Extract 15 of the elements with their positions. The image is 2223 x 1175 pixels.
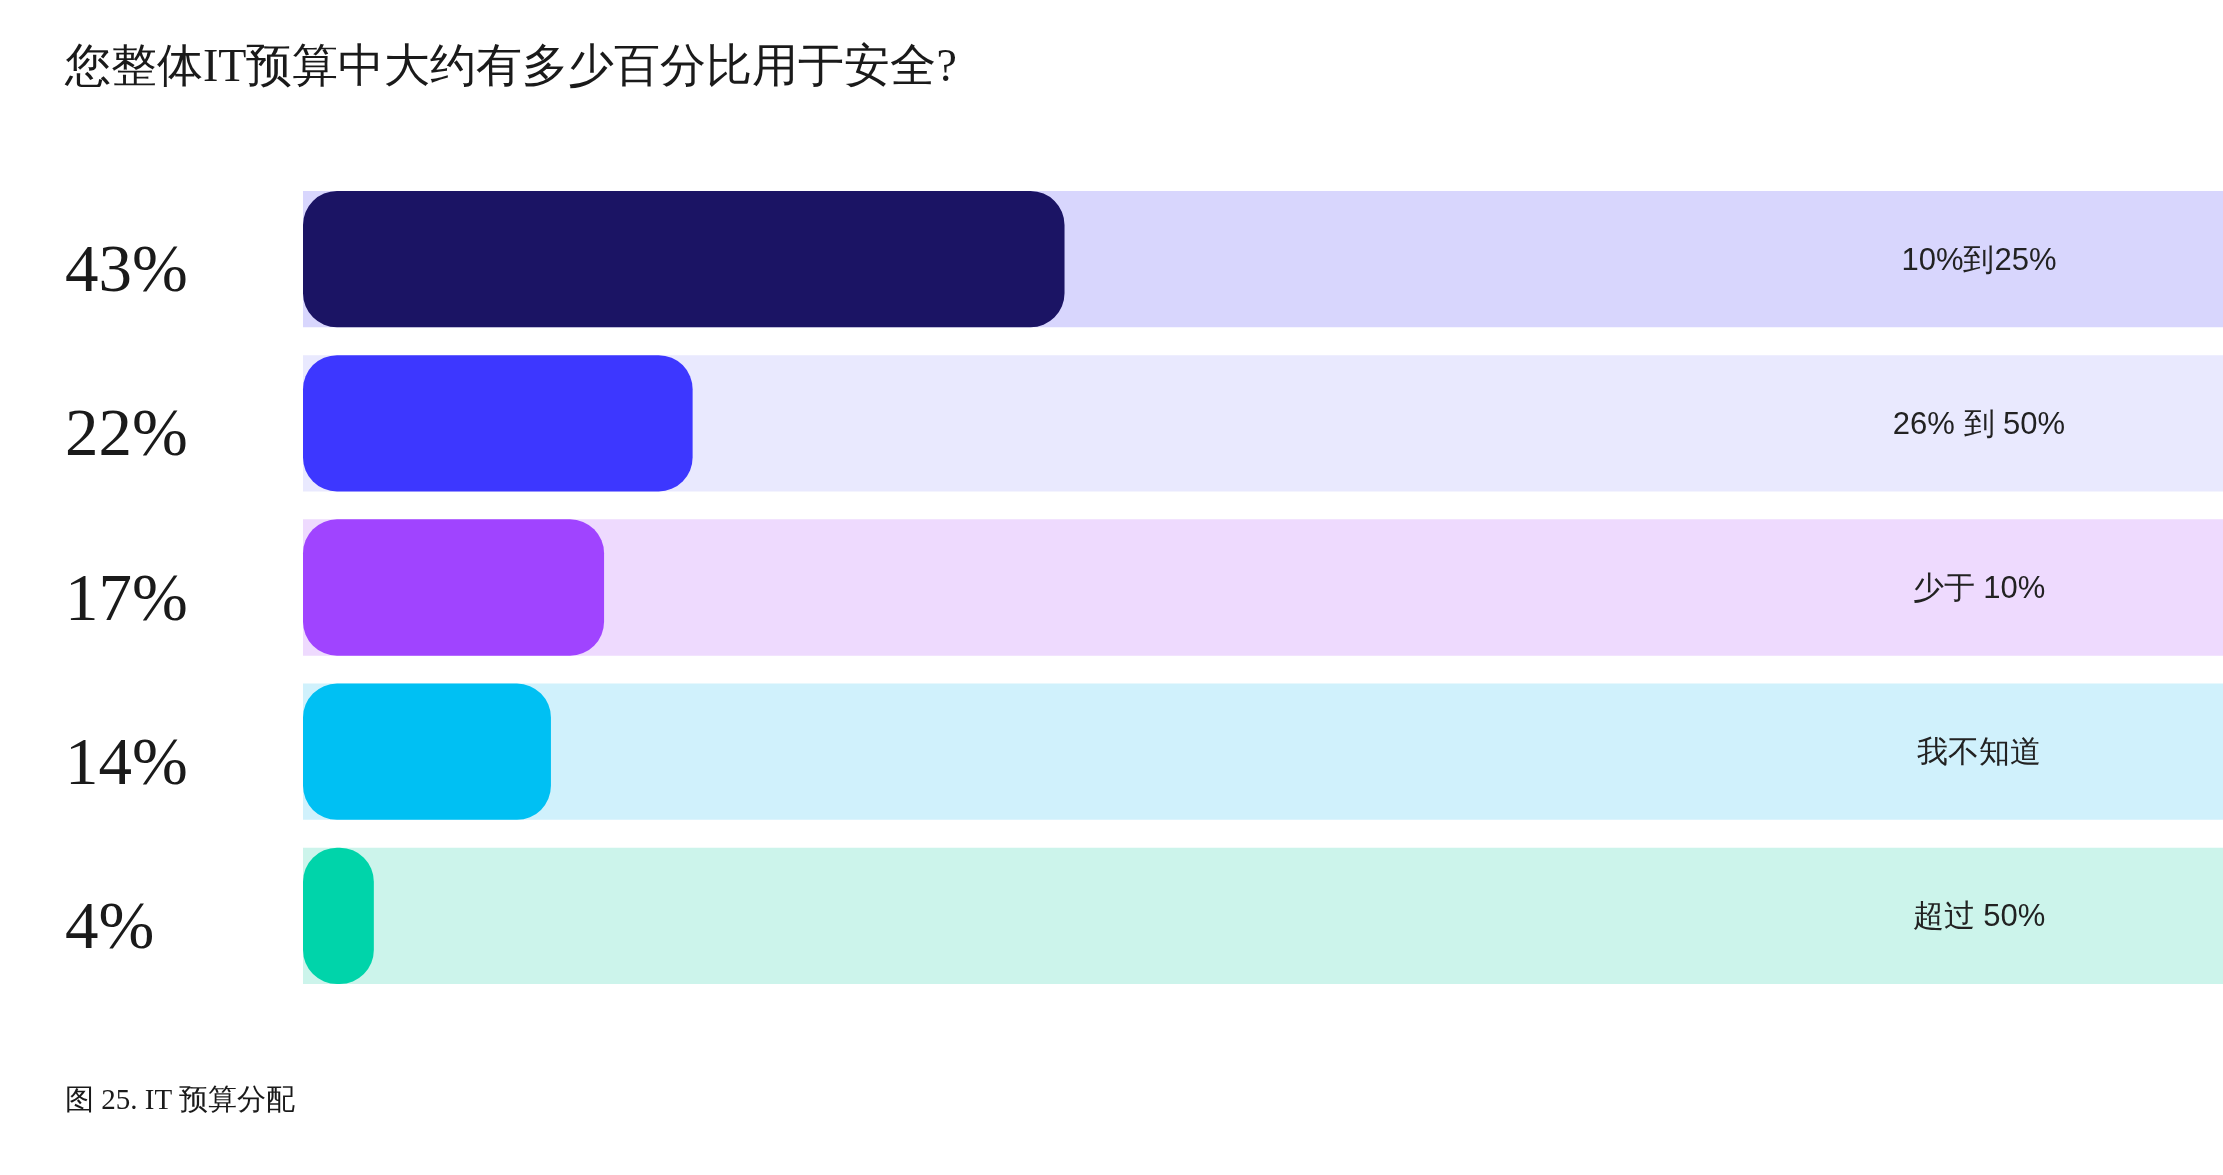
y-tick-label: 我不知道 [1917,734,2041,770]
data-label: 17% [65,559,188,634]
y-tick-label: 超过 50% [1912,898,2046,934]
chart-title: 您整体IT预算中大约有多少百分比用于安全? [64,39,957,91]
data-label: 43% [65,231,188,306]
bar [303,683,551,820]
y-tick-label: 少于 10% [1912,570,2046,605]
caption: 图 25. IT 预算分配 [65,1082,295,1115]
data-label: 14% [65,723,188,798]
bar [303,519,605,656]
y-tick-label: 10%到25% [1901,241,2057,277]
bar [303,355,693,492]
y-tick-label: 26% 到 50% [1892,405,2066,441]
data-label: 4% [65,887,155,962]
data-label: 22% [65,395,188,470]
